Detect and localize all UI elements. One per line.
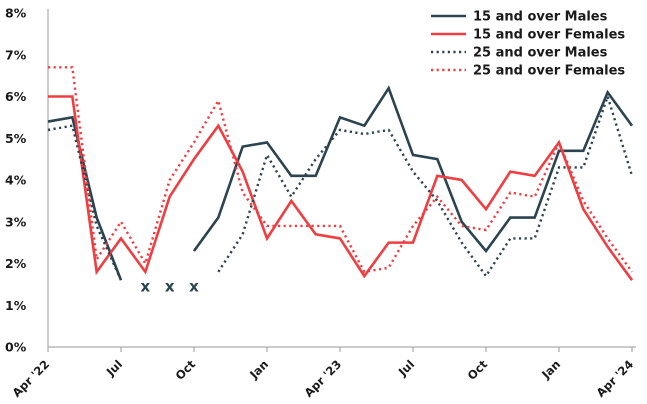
x-tick-label: Apr '22 [9,357,52,400]
x-tick-label: Oct [465,357,491,383]
series-line-4 [48,66,633,274]
y-tick-label: 3% [5,214,27,229]
y-tick-label: 0% [5,340,27,355]
x-tick-label: Jan [246,357,271,382]
legend: 15 and over Males 15 and over Females 25 a… [431,10,625,79]
legend-label: 25 and over Females [473,64,625,79]
y-axis: 0% 1% 2% 3% 4% 5% 6% 7% 8% [5,6,49,355]
legend-label: 15 and over Males [473,10,608,25]
y-tick-label: 4% [5,173,27,188]
x-tick-label: Jul [103,357,125,379]
series-line-3 [47,92,634,281]
y-tick-label: 2% [5,256,27,271]
series-line-2 [48,95,634,281]
y-tick-label: 8% [5,6,27,21]
x-axis: Apr '22 Jul Oct Jan Apr '23 Jul Oct Jan Apr '24 [9,346,636,400]
x-tick-label: Jul [395,357,417,379]
series-line-1 [47,85,634,281]
series-layer [47,66,634,281]
y-tick-label: 5% [5,131,27,146]
x-tick-label: Oct [173,357,199,383]
legend-label: 15 and over Females [473,28,625,43]
y-tick-label: 1% [5,298,27,313]
y-tick-label: 7% [5,47,27,62]
legend-label: 25 and over Males [473,46,608,61]
y-tick-label: 6% [5,89,27,104]
missing-data-marker: x [165,277,175,295]
x-tick-label: Apr '23 [301,357,344,400]
x-tick-label: Apr '24 [593,357,636,400]
missing-data-marker: x [140,277,150,295]
missing-data-marker: x [189,277,199,295]
x-tick-label: Jan [538,357,563,382]
